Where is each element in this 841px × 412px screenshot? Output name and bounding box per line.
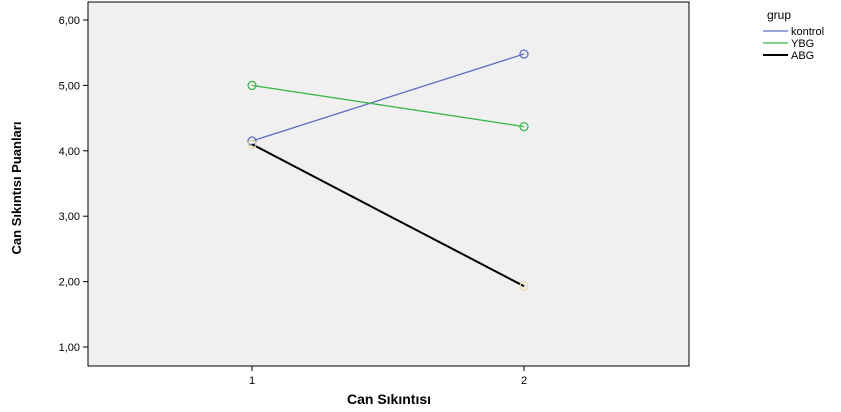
x-tick-label: 2 — [521, 375, 527, 387]
legend-title: grup — [767, 8, 791, 22]
y-tick-label: 5,00 — [59, 80, 80, 92]
x-axis-title: Can Sıkıntısı — [347, 391, 431, 407]
y-tick-label: 4,00 — [59, 146, 80, 158]
y-axis-title: Can Sıkıntısı Puanları — [9, 122, 24, 255]
legend-label: kontrol — [791, 26, 824, 38]
x-tick-label: 1 — [249, 375, 255, 387]
series-group — [247, 49, 529, 291]
data-point-abg — [519, 281, 529, 291]
y-tick-label: 1,00 — [59, 342, 80, 354]
legend-label: YBG — [791, 38, 814, 50]
y-axis: 1,00 2,00 3,00 4,00 5,00 6,00 — [59, 15, 88, 354]
series-line-ybg — [251, 84, 525, 128]
data-point-ybg — [519, 121, 529, 132]
plot-area — [87, 1, 690, 367]
legend-label: ABG — [791, 50, 814, 62]
series-line-abg — [251, 143, 525, 288]
y-tick-label: 2,00 — [59, 277, 80, 289]
data-point-kontrol — [519, 49, 529, 59]
data-point-abg — [247, 139, 257, 149]
data-point-ybg — [247, 80, 257, 91]
y-tick-label: 6,00 — [59, 15, 80, 27]
y-tick-label: 3,00 — [59, 211, 80, 223]
series-line-kontrol — [251, 53, 525, 142]
